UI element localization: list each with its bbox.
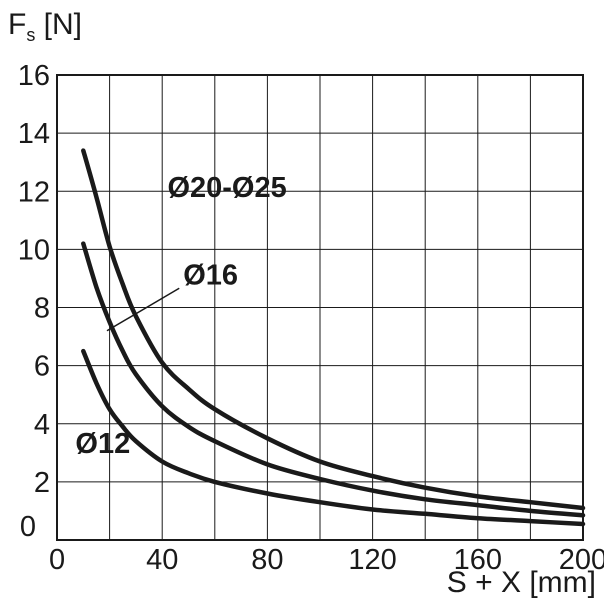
series-label-0: Ø20-Ø25 [167, 172, 286, 204]
y-tick-label: 8 [34, 293, 50, 325]
x-tick-label: 200 [559, 544, 604, 576]
annotation-leader-line [106, 287, 180, 332]
x-axis-title: S + X [mm] [446, 566, 596, 599]
y-tick-label: 2 [34, 467, 50, 499]
annotations: Ø20-Ø25 Ø16 Ø12 [75, 172, 286, 460]
x-tick-label: 120 [348, 544, 396, 576]
series-line-2 [81, 348, 586, 527]
x-tick-label: 160 [454, 544, 502, 576]
y-tick-label: 4 [34, 409, 50, 441]
x-tick-label: 40 [146, 544, 178, 576]
x-tick-label: 0 [49, 544, 65, 576]
grid [56, 74, 584, 541]
curves [81, 148, 586, 527]
y-tick-label: 12 [18, 176, 50, 208]
y-tick-label: 14 [18, 118, 50, 150]
series-label-2: Ø12 [75, 428, 130, 460]
y-axis-title-main: F [8, 8, 27, 41]
y-axis-title-unit: [N] [43, 8, 83, 41]
series-line-0 [81, 148, 586, 511]
y-tick-label: 10 [18, 234, 50, 266]
y-axis-title-subscript: s [26, 25, 36, 45]
y-tick-label: 6 [34, 351, 50, 383]
x-tick-label: 80 [251, 544, 283, 576]
y-axis-title: Fs [N] [8, 8, 82, 46]
y-tick-label: 0 [20, 511, 36, 543]
series-line-1 [81, 241, 586, 518]
series-label-1: Ø16 [183, 259, 238, 291]
y-tick-label: 16 [18, 60, 50, 92]
